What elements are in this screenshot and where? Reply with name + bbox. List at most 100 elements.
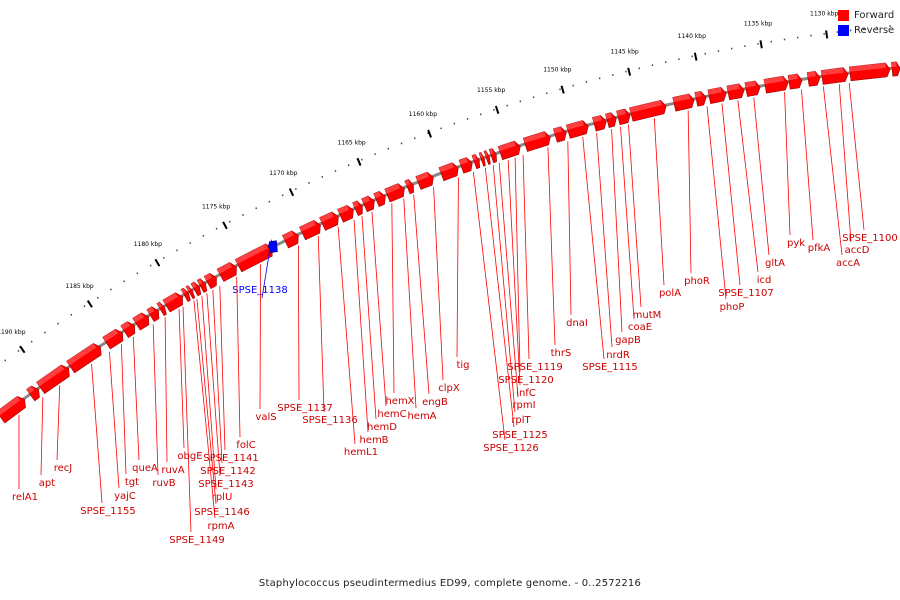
- minor-tick: [651, 64, 654, 66]
- gene-leader-line: [567, 141, 572, 316]
- forward-gene-label: rplU: [212, 492, 233, 503]
- gene-leader-line: [848, 82, 865, 231]
- forward-gene-label: gapB: [615, 335, 641, 346]
- minor-tick: [770, 40, 773, 43]
- gene-leader-line: [753, 97, 770, 256]
- forward-gene-arrow-bevel: [197, 278, 203, 285]
- forward-gene-label: thrS: [551, 348, 572, 359]
- gene-leader-line: [611, 128, 623, 333]
- legend-label-reverse: Reverse: [854, 25, 895, 36]
- forward-gene-arrow-bevel: [744, 80, 756, 88]
- minor-tick: [836, 31, 839, 33]
- forward-gene-label: mutM: [633, 310, 662, 321]
- forward-gene-label: hemC: [377, 409, 406, 420]
- minor-tick: [863, 28, 865, 30]
- minor-tick: [797, 36, 799, 39]
- minor-tick: [757, 43, 759, 45]
- gene-leader-line: [219, 285, 226, 451]
- forward-gene-label: valS: [255, 412, 276, 423]
- minor-tick: [678, 58, 680, 61]
- forward-gene-arrow-bevel: [523, 131, 546, 143]
- gene-leader-line: [164, 317, 168, 463]
- forward-gene-arrow-bevel: [0, 396, 21, 416]
- tick-label: 1175 kbp: [202, 204, 230, 211]
- gene-leader-line: [522, 155, 530, 360]
- forward-gene-label: rpmI: [512, 400, 535, 411]
- minor-tick: [638, 67, 640, 70]
- minor-tick: [664, 61, 667, 63]
- forward-gene-arrow-bevel: [373, 191, 381, 199]
- forward-gene-arrow-bevel: [132, 312, 145, 323]
- forward-gene-label: hemD: [367, 422, 397, 433]
- gene-leader-line: [152, 324, 159, 476]
- minor-tick: [506, 104, 508, 107]
- forward-gene-label: gltA: [765, 258, 785, 269]
- forward-gene-arrow-bevel: [484, 150, 488, 156]
- major-tick: [222, 221, 228, 230]
- major-tick: [693, 52, 698, 61]
- minor-tick: [215, 227, 218, 230]
- ruler-tick-labels: 1130 kbp 1135 kbp 1140 kbp 1145 kbp 1150 kbp…: [0, 11, 838, 336]
- forward-gene-label: phoP: [720, 302, 745, 313]
- forward-gene-arrow-bevel: [204, 273, 212, 281]
- forward-gene-label: apt: [39, 478, 55, 489]
- gene-leader-line: [721, 103, 741, 286]
- tick-label: 1135 kbp: [744, 21, 772, 28]
- forward-gene-label: SPSE_1155: [80, 506, 136, 517]
- minor-tick: [268, 200, 271, 203]
- forward-gene-arrow-bevel: [162, 292, 178, 305]
- minor-tick: [546, 92, 548, 95]
- forward-gene-arrow-bevel: [489, 148, 494, 155]
- minor-tick: [704, 52, 706, 55]
- minor-tick: [189, 242, 191, 244]
- gene-leader-line: [56, 385, 61, 461]
- forward-gene-arrow-bevel: [891, 61, 897, 68]
- forward-gene-label: SPSE_1149: [169, 535, 225, 546]
- minor-tick: [625, 70, 627, 73]
- forward-gene-label: phoR: [684, 276, 710, 287]
- forward-gene-arrow-bevel: [459, 157, 468, 165]
- forward-gene-label: yajC: [114, 491, 136, 502]
- minor-tick: [97, 296, 99, 299]
- gene-leader-line: [236, 276, 241, 438]
- major-tick: [154, 258, 161, 267]
- gene-leader-line: [596, 132, 613, 348]
- gene-leader-line: [120, 344, 127, 475]
- gene-leader-line: [784, 92, 791, 236]
- forward-gene-arrow-bevel: [337, 205, 349, 214]
- minor-tick: [321, 176, 323, 178]
- forward-gene-label: polA: [659, 288, 681, 299]
- forward-swatch: [838, 10, 849, 21]
- minor-tick: [493, 109, 495, 111]
- gene-leader-line: [737, 100, 759, 273]
- forward-gene-arrow-bevel: [352, 200, 359, 208]
- minor-tick: [44, 331, 46, 334]
- forward-gene-arrow-bevel: [191, 282, 197, 289]
- minor-tick: [889, 25, 891, 28]
- forward-gene-arrow-bevel: [282, 230, 294, 240]
- minor-tick: [202, 234, 205, 237]
- major-tick: [288, 188, 295, 197]
- forward-gene-label: hemL1: [344, 447, 378, 458]
- minor-tick: [519, 100, 522, 103]
- minor-tick: [744, 45, 746, 47]
- gene-leader-line: [514, 157, 521, 373]
- forward-gene-arrow-bevel: [66, 343, 97, 366]
- forward-gene-arrow-bevel: [181, 288, 186, 294]
- forward-gene-arrow-bevel: [726, 83, 740, 91]
- forward-gene-label: SPSE_1142: [200, 466, 256, 477]
- forward-gene-label: SPSE_1146: [194, 507, 250, 518]
- forward-gene-label: nrdR: [606, 350, 630, 361]
- forward-gene-arrow-bevel: [553, 126, 562, 134]
- gene-leader-line: [498, 162, 519, 398]
- gene-track: [0, 61, 900, 424]
- gene-leader-line: [801, 89, 814, 241]
- minor-tick: [176, 249, 178, 252]
- forward-gene-label: SPSE_1120: [498, 375, 554, 386]
- minor-tick: [110, 288, 112, 291]
- forward-gene-arrow-bevel: [102, 329, 119, 342]
- forward-gene-arrow-bevel: [415, 172, 429, 182]
- tick-label: 1140 kbp: [678, 33, 706, 40]
- minor-tick: [361, 158, 363, 161]
